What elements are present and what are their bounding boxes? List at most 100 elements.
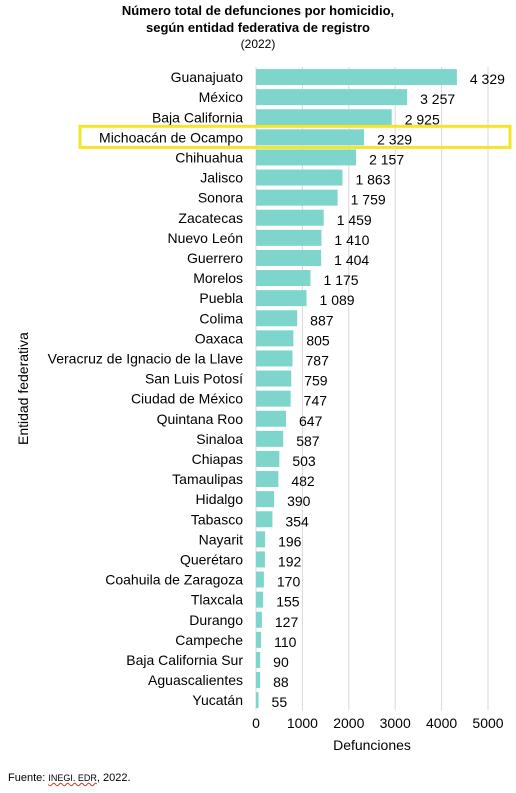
category-label: San Luis Potosí — [145, 371, 243, 387]
bar — [256, 229, 322, 246]
value-label: 482 — [291, 473, 315, 489]
chart-title-line2: según entidad federativa de registro — [146, 20, 370, 35]
x-tick-label: 3000 — [380, 715, 411, 731]
bar — [256, 491, 275, 508]
category-label: Puebla — [199, 290, 243, 306]
category-label: Morelos — [193, 270, 243, 286]
bar — [256, 450, 280, 467]
category-label: Durango — [189, 612, 243, 628]
bar — [256, 571, 264, 588]
value-label: 1 404 — [334, 252, 369, 268]
value-label: 805 — [306, 332, 330, 348]
x-axis-label: Defunciones — [333, 737, 411, 753]
value-label: 4 329 — [470, 71, 505, 87]
value-label: 887 — [310, 312, 334, 328]
bar — [256, 350, 293, 367]
bar — [256, 89, 408, 106]
value-label: 196 — [278, 533, 302, 549]
source-prefix: Fuente: — [8, 772, 49, 784]
value-label: 2 157 — [369, 151, 404, 167]
value-label: 2 329 — [377, 131, 412, 147]
value-label: 1 863 — [355, 172, 390, 188]
category-label: Veracruz de Ignacio de la Llave — [48, 350, 244, 366]
category-label: Guerrero — [187, 250, 243, 266]
source-org: INEGI. EDR — [48, 773, 97, 783]
category-label: Ciudad de México — [131, 391, 243, 407]
highlight-box — [78, 124, 512, 149]
source-suffix: , 2022. — [96, 772, 131, 784]
chart-title: Número total de defunciones por homicidi… — [121, 3, 395, 18]
category-label: Hidalgo — [196, 491, 244, 507]
bar — [256, 310, 298, 327]
category-label: Guanajuato — [171, 69, 244, 85]
bar — [256, 330, 294, 347]
value-label: 503 — [292, 453, 316, 469]
value-label: 55 — [272, 694, 288, 710]
bar — [256, 471, 279, 488]
category-label: Quintana Roo — [157, 411, 244, 427]
value-label: 747 — [304, 393, 328, 409]
bar — [256, 551, 265, 568]
bar — [256, 209, 324, 226]
bar — [256, 270, 311, 287]
category-label: Nayarit — [199, 531, 243, 547]
y-axis-label: Entidad federativa — [15, 332, 31, 445]
value-label: 2 925 — [405, 111, 440, 127]
bar — [256, 169, 343, 186]
category-label: Yucatán — [192, 692, 243, 708]
bar — [256, 149, 357, 166]
category-label: Nuevo León — [167, 230, 243, 246]
bar — [256, 531, 266, 548]
bar — [256, 692, 259, 709]
bar — [256, 651, 261, 668]
x-tick-label: 0 — [252, 715, 260, 731]
bar — [256, 611, 262, 628]
bar — [256, 129, 365, 146]
value-label: 1 410 — [334, 232, 369, 248]
category-label: Michoacán de Ocampo — [99, 129, 243, 145]
value-label: 3 257 — [420, 91, 455, 107]
x-tick-label: 5000 — [472, 715, 503, 731]
category-label: Tabasco — [191, 511, 243, 527]
category-label: Chiapas — [192, 451, 243, 467]
value-label: 1 759 — [351, 192, 386, 208]
value-label: 759 — [304, 373, 328, 389]
category-label: Baja California Sur — [126, 652, 243, 668]
value-label: 787 — [306, 352, 330, 368]
bar — [256, 672, 261, 689]
category-label: Campeche — [175, 632, 243, 648]
value-label: 192 — [278, 553, 302, 569]
bar — [256, 591, 264, 608]
bar — [256, 631, 262, 648]
bar — [256, 189, 338, 206]
category-label: Coahuila de Zaragoza — [105, 572, 243, 588]
category-label: Sinaloa — [196, 431, 243, 447]
category-label: Querétaro — [180, 551, 243, 567]
bar — [256, 511, 273, 528]
bar — [256, 370, 292, 387]
bar — [256, 69, 457, 86]
x-tick-label: 4000 — [426, 715, 457, 731]
value-label: 127 — [275, 614, 299, 630]
value-label: 88 — [273, 674, 289, 690]
value-label: 587 — [296, 433, 320, 449]
value-label: 647 — [299, 413, 323, 429]
bar — [256, 410, 287, 427]
value-label: 170 — [277, 574, 301, 590]
category-label: Jalisco — [200, 170, 243, 186]
category-label: Sonora — [198, 190, 243, 206]
bar — [256, 290, 307, 307]
bar — [256, 109, 392, 126]
value-label: 90 — [273, 654, 289, 670]
value-label: 1 089 — [320, 292, 355, 308]
x-tick-label: 2000 — [333, 715, 364, 731]
bar — [256, 430, 284, 447]
category-label: Chihuahua — [175, 149, 243, 165]
chart-subtitle: (2022) — [240, 37, 276, 51]
category-label: Aguascalientes — [148, 672, 243, 688]
bar — [256, 390, 291, 407]
source-note: Fuente: INEGI. EDR, 2022. — [8, 772, 131, 784]
value-label: 155 — [276, 594, 300, 610]
category-label: México — [199, 89, 244, 105]
